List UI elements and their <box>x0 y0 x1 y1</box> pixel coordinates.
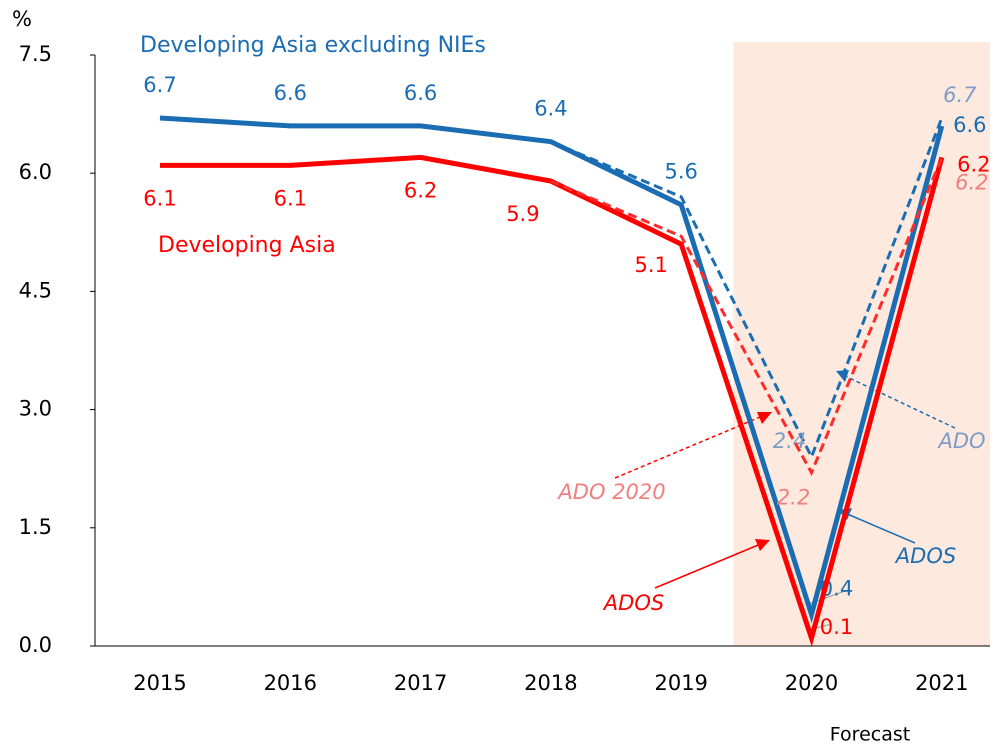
y-tick-label: 1.5 <box>19 515 52 539</box>
data-label: 0.1 <box>820 615 853 639</box>
x-tick-label: 2019 <box>654 671 707 695</box>
series-label: Developing Asia <box>158 233 336 258</box>
data-label: 5.6 <box>664 160 697 184</box>
data-label: 6.6 <box>953 113 986 137</box>
data-label: 6.2 <box>957 152 990 176</box>
data-label: 6.1 <box>274 186 307 210</box>
forecast-shade <box>733 42 990 646</box>
y-unit: % <box>12 7 32 31</box>
data-label: 6.7 <box>143 73 176 97</box>
annotation-arrow <box>654 542 764 589</box>
dashed-line <box>550 156 944 477</box>
forecast-label: Forecast <box>830 724 910 746</box>
data-label: 6.6 <box>274 81 307 105</box>
y-tick-label: 3.0 <box>19 397 52 421</box>
annotation: ADOS <box>894 544 956 568</box>
data-label: 5.1 <box>634 253 667 277</box>
annotation: ADOS <box>602 591 664 615</box>
data-label: 6.4 <box>534 97 567 121</box>
data-label: 6.1 <box>143 186 176 210</box>
data-label: 6.6 <box>404 81 437 105</box>
dashed-line <box>550 117 944 461</box>
data-label: 5.9 <box>506 202 539 226</box>
y-tick-label: 0.0 <box>19 633 52 657</box>
x-tick-label: 2021 <box>915 671 968 695</box>
arrowhead <box>755 539 770 551</box>
annotation: ADO 2020 <box>556 480 665 504</box>
data-label: 6.7 <box>943 83 977 107</box>
data-label: 6.2 <box>955 170 988 194</box>
y-tick-label: 6.0 <box>19 160 52 184</box>
x-tick-label: 2015 <box>133 671 186 695</box>
x-tick-label: 2017 <box>394 671 447 695</box>
chart-title: Developing Asia excluding NIEs <box>140 33 486 58</box>
y-tick-label: 7.5 <box>19 42 52 66</box>
y-tick-label: 4.5 <box>19 278 52 302</box>
data-label: 2.2 <box>777 486 810 510</box>
data-label: 6.2 <box>404 178 437 202</box>
x-tick-label: 2018 <box>524 671 577 695</box>
x-tick-label: 2016 <box>264 671 317 695</box>
annotation-arrow <box>844 512 916 544</box>
annotation: ADO <box>936 429 985 453</box>
arrowhead <box>757 412 772 424</box>
x-tick-label: 2020 <box>785 671 838 695</box>
